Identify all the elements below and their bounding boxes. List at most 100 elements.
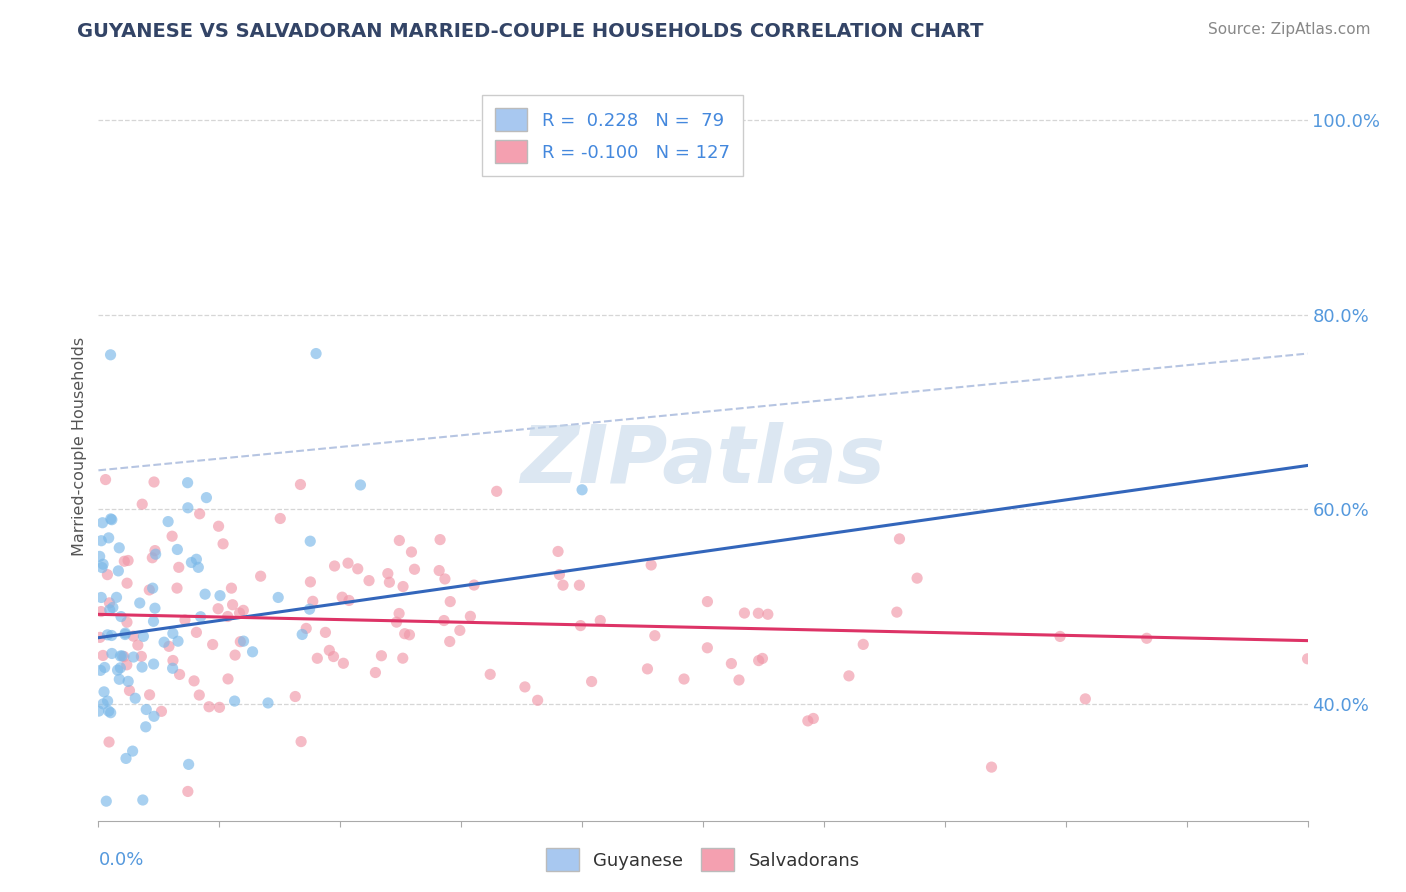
Text: Source: ZipAtlas.com: Source: ZipAtlas.com [1208,22,1371,37]
Point [177,757,200,772]
Point [349,478,371,492]
Point [357,574,380,588]
Point [322,649,344,664]
Point [269,511,291,525]
Point [337,593,360,607]
Point [449,624,471,638]
Point [1296,652,1319,666]
Point [479,667,502,681]
Point [114,626,136,640]
Point [180,556,202,570]
Point [394,626,416,640]
Point [526,693,548,707]
Point [298,602,321,616]
Point [110,648,132,663]
Point [90,605,112,619]
Point [217,672,239,686]
Point [728,673,751,687]
Point [108,673,131,687]
Point [145,547,167,561]
Point [305,346,328,360]
Point [94,473,117,487]
Point [980,760,1002,774]
Point [201,638,224,652]
Point [696,594,718,608]
Point [100,628,122,642]
Point [551,578,574,592]
Point [212,537,235,551]
Point [93,660,115,674]
Text: 0.0%: 0.0% [98,851,143,869]
Point [370,648,392,663]
Text: GUYANESE VS SALVADORAN MARRIED-COUPLE HOUSEHOLDS CORRELATION CHART: GUYANESE VS SALVADORAN MARRIED-COUPLE HO… [77,22,984,41]
Point [1049,629,1071,643]
Point [101,647,124,661]
Point [135,720,157,734]
Point [427,564,450,578]
Point [188,688,211,702]
Point [107,663,129,677]
Point [121,744,143,758]
Point [194,587,217,601]
Point [101,600,124,615]
Point [439,594,461,608]
Point [299,534,322,549]
Point [433,614,456,628]
Point [330,590,353,604]
Point [89,549,111,564]
Point [112,649,135,664]
Point [117,674,139,689]
Point [364,665,387,680]
Legend: Guyanese, Salvadorans: Guyanese, Salvadorans [540,841,866,879]
Point [100,512,122,526]
Point [886,605,908,619]
Point [186,625,208,640]
Point [1136,632,1159,646]
Point [392,580,415,594]
Point [138,688,160,702]
Point [110,661,132,675]
Point [169,667,191,681]
Point [150,704,173,718]
Point [673,672,696,686]
Point [115,615,138,630]
Point [318,643,340,657]
Point [132,793,155,807]
Point [1074,692,1097,706]
Point [439,634,461,648]
Point [301,594,323,608]
Point [98,603,121,617]
Point [122,650,145,665]
Point [128,596,150,610]
Point [797,714,820,728]
Point [143,709,166,723]
Point [142,615,165,629]
Point [98,735,121,749]
Point [513,680,536,694]
Point [756,607,779,622]
Point [571,483,593,497]
Point [98,596,121,610]
Point [117,553,139,567]
Point [747,607,769,621]
Point [207,519,229,533]
Point [115,657,138,672]
Point [108,541,131,555]
Point [388,607,411,621]
Point [122,629,145,643]
Point [232,603,254,617]
Point [97,704,120,718]
Point [224,648,246,662]
Point [91,560,114,574]
Point [388,533,411,548]
Point [115,751,138,765]
Point [307,651,329,665]
Point [96,567,118,582]
Point [401,545,423,559]
Point [157,515,180,529]
Point [284,690,307,704]
Legend: R =  0.228   N =  79, R = -0.100   N = 127: R = 0.228 N = 79, R = -0.100 N = 127 [482,95,742,176]
Point [162,661,184,675]
Point [91,697,114,711]
Text: ZIPatlas: ZIPatlas [520,422,886,500]
